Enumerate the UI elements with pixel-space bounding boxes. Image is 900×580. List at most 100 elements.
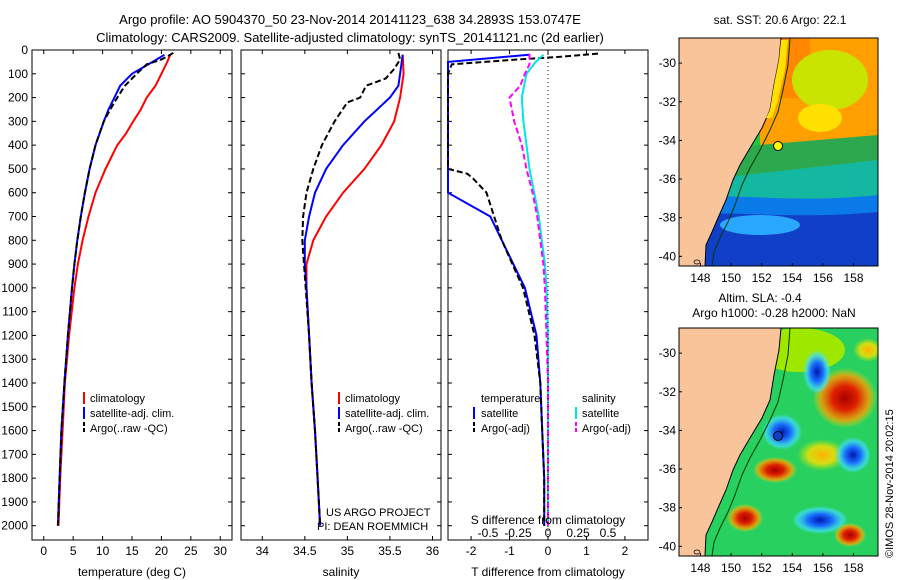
sst-shelf-water [766, 40, 788, 118]
map-lon-tick-label: 154 [782, 561, 802, 575]
sla-low-anomaly-east [835, 437, 871, 473]
map-lat-tick-label: -38 [659, 211, 677, 225]
x-tick-label: 20 [155, 544, 169, 558]
legend-header-temperature: temperature [481, 393, 540, 405]
map-lon-tick-label: 150 [721, 561, 741, 575]
sla-yellow-patch [797, 439, 847, 471]
sla-map-title-line-1: Altim. SLA: -0.4 [718, 291, 802, 305]
temperature-x-ticks: 0 5 10 15 20 25 30 [40, 50, 227, 558]
sst-map-ticks: 148 150 152 154 156 158 -30 -32 -34 -36 -38 -40 [659, 56, 864, 285]
map-lon-tick-label: 150 [721, 271, 741, 285]
series-line-t-argo-adj [447, 52, 599, 526]
depth-tick-label: 1900 [1, 495, 28, 509]
depth-tick-label: 1000 [1, 281, 28, 295]
map-lat-tick-label: -34 [659, 133, 677, 147]
salinity-plot-frame [240, 49, 442, 541]
map-lon-tick-label: 158 [843, 561, 863, 575]
depth-tick-label: 1200 [1, 328, 28, 342]
sst-map [679, 38, 878, 266]
sla-high-anomaly-south [753, 457, 797, 483]
depth-tick-label: 500 [8, 162, 28, 176]
salinity-xlabel: salinity [323, 565, 360, 579]
x-tick-label: 15 [125, 544, 139, 558]
project-annotation-line-2: PI: DEAN ROEMMICH [317, 521, 428, 533]
x-tick-label: 35 [341, 544, 355, 558]
legend-label-satellite: satellite-adj. clim. [90, 408, 174, 420]
sla-high-anomaly-southwest [727, 504, 763, 532]
s-diff-tick-label: 0 [545, 526, 552, 540]
x-tick-label: 35.5 [378, 544, 402, 558]
series-line-argo-raw-qc [301, 52, 402, 526]
map-lon-tick-label: 148 [690, 271, 710, 285]
salinity-legend: climatology satellite-adj. clim. Argo(..… [317, 392, 431, 533]
depth-axis: 0 100 200 300 400 500 600 700 800 900 1000 1100 1200… [1, 43, 648, 533]
legend-header-salinity: salinity [582, 393, 616, 405]
series-line-climatology [305, 54, 405, 526]
sla-yellow-north [853, 338, 878, 362]
x-tick-label: 5 [70, 544, 77, 558]
map-lat-tick-label: -40 [659, 249, 677, 263]
x-tick-label: 30 [214, 544, 228, 558]
map-lon-tick-label: 156 [813, 271, 833, 285]
sla-coastline [704, 328, 782, 556]
sst-map-frame [678, 37, 879, 267]
depth-tick-label: 900 [8, 257, 28, 271]
sla-map-title-line-2: Argo h1000: -0.28 h2000: NaN [692, 306, 855, 320]
map-lat-tick-label: -38 [659, 501, 677, 515]
project-annotation-line-1: US ARGO PROJECT [326, 507, 431, 519]
depth-tick-label: 1100 [2, 305, 28, 319]
difference-xlabel-top: S difference from climatology [471, 513, 626, 527]
sst-land [679, 38, 781, 266]
depth-tick-label: 1600 [1, 424, 28, 438]
difference-xlabel: T difference from climatology [471, 565, 625, 579]
sla-low-anomaly-center [762, 414, 802, 450]
map-lat-tick-label: -30 [659, 56, 677, 70]
sla-map-ticks: 148 150 152 154 156 158 -30 -32 -34 -36 -38 -40 [659, 346, 864, 575]
salinity-x-ticks: 34 34.5 35 35.5 36 [256, 50, 439, 558]
s-diff-tick-label: -0.5 [478, 526, 499, 540]
depth-tick-label: 600 [8, 186, 28, 200]
depth-tick-label: 800 [8, 233, 28, 247]
sla-map [679, 328, 878, 556]
depth-tick-label: 1300 [1, 352, 28, 366]
series-line-t-satellite [447, 53, 546, 526]
sst-island [693, 259, 701, 265]
sst-isobath [711, 38, 791, 266]
title-line-1: Argo profile: AO 5904370_50 23-Nov-2014 … [119, 12, 581, 27]
x-tick-label: 1 [583, 544, 590, 558]
map-lon-tick-label: 154 [782, 271, 802, 285]
difference-legend: temperature salinity satellite Argo(-adj… [473, 393, 631, 435]
map-lat-tick-label: -30 [659, 346, 677, 360]
legend-label-s-satellite: satellite [582, 408, 619, 420]
map-lon-tick-label: 158 [843, 271, 863, 285]
depth-tick-label: 0 [21, 43, 28, 57]
series-line-satellite-adj-clim [303, 54, 404, 526]
x-tick-label: 2 [622, 544, 629, 558]
sla-low-anomaly-north [803, 350, 831, 394]
x-tick-label: 25 [184, 544, 198, 558]
legend-label-argo: Argo(..raw -QC) [90, 423, 168, 435]
x-tick-label: -2 [466, 544, 477, 558]
legend-label-s-argo: Argo(-adj) [582, 423, 631, 435]
depth-tick-label: 300 [8, 114, 28, 128]
depth-tick-label: 1700 [1, 447, 28, 461]
sla-land [679, 328, 781, 556]
s-diff-tick-label: 0.25 [566, 526, 590, 540]
x-tick-label: 10 [96, 544, 110, 558]
sst-mixed-patch [792, 50, 868, 110]
temperature-series [56, 52, 174, 526]
map-lat-tick-label: -34 [659, 423, 677, 437]
depth-tick-label: 1500 [1, 400, 28, 414]
depth-tick-label: 1800 [1, 471, 28, 485]
depth-tick-label: 2000 [1, 519, 28, 533]
s-diff-tick-label: -0.25 [504, 526, 532, 540]
sla-island [693, 549, 701, 555]
depth-tick-label: 700 [8, 210, 28, 224]
depth-tick-label: 100 [8, 67, 28, 81]
map-lat-tick-label: -36 [659, 462, 677, 476]
map-lon-tick-label: 152 [752, 561, 772, 575]
legend-label-t-satellite: satellite [481, 408, 518, 420]
title-line-2: Climatology: CARS2009. Satellite-adjuste… [96, 30, 604, 45]
legend-label-t-argo: Argo(-adj) [481, 423, 530, 435]
